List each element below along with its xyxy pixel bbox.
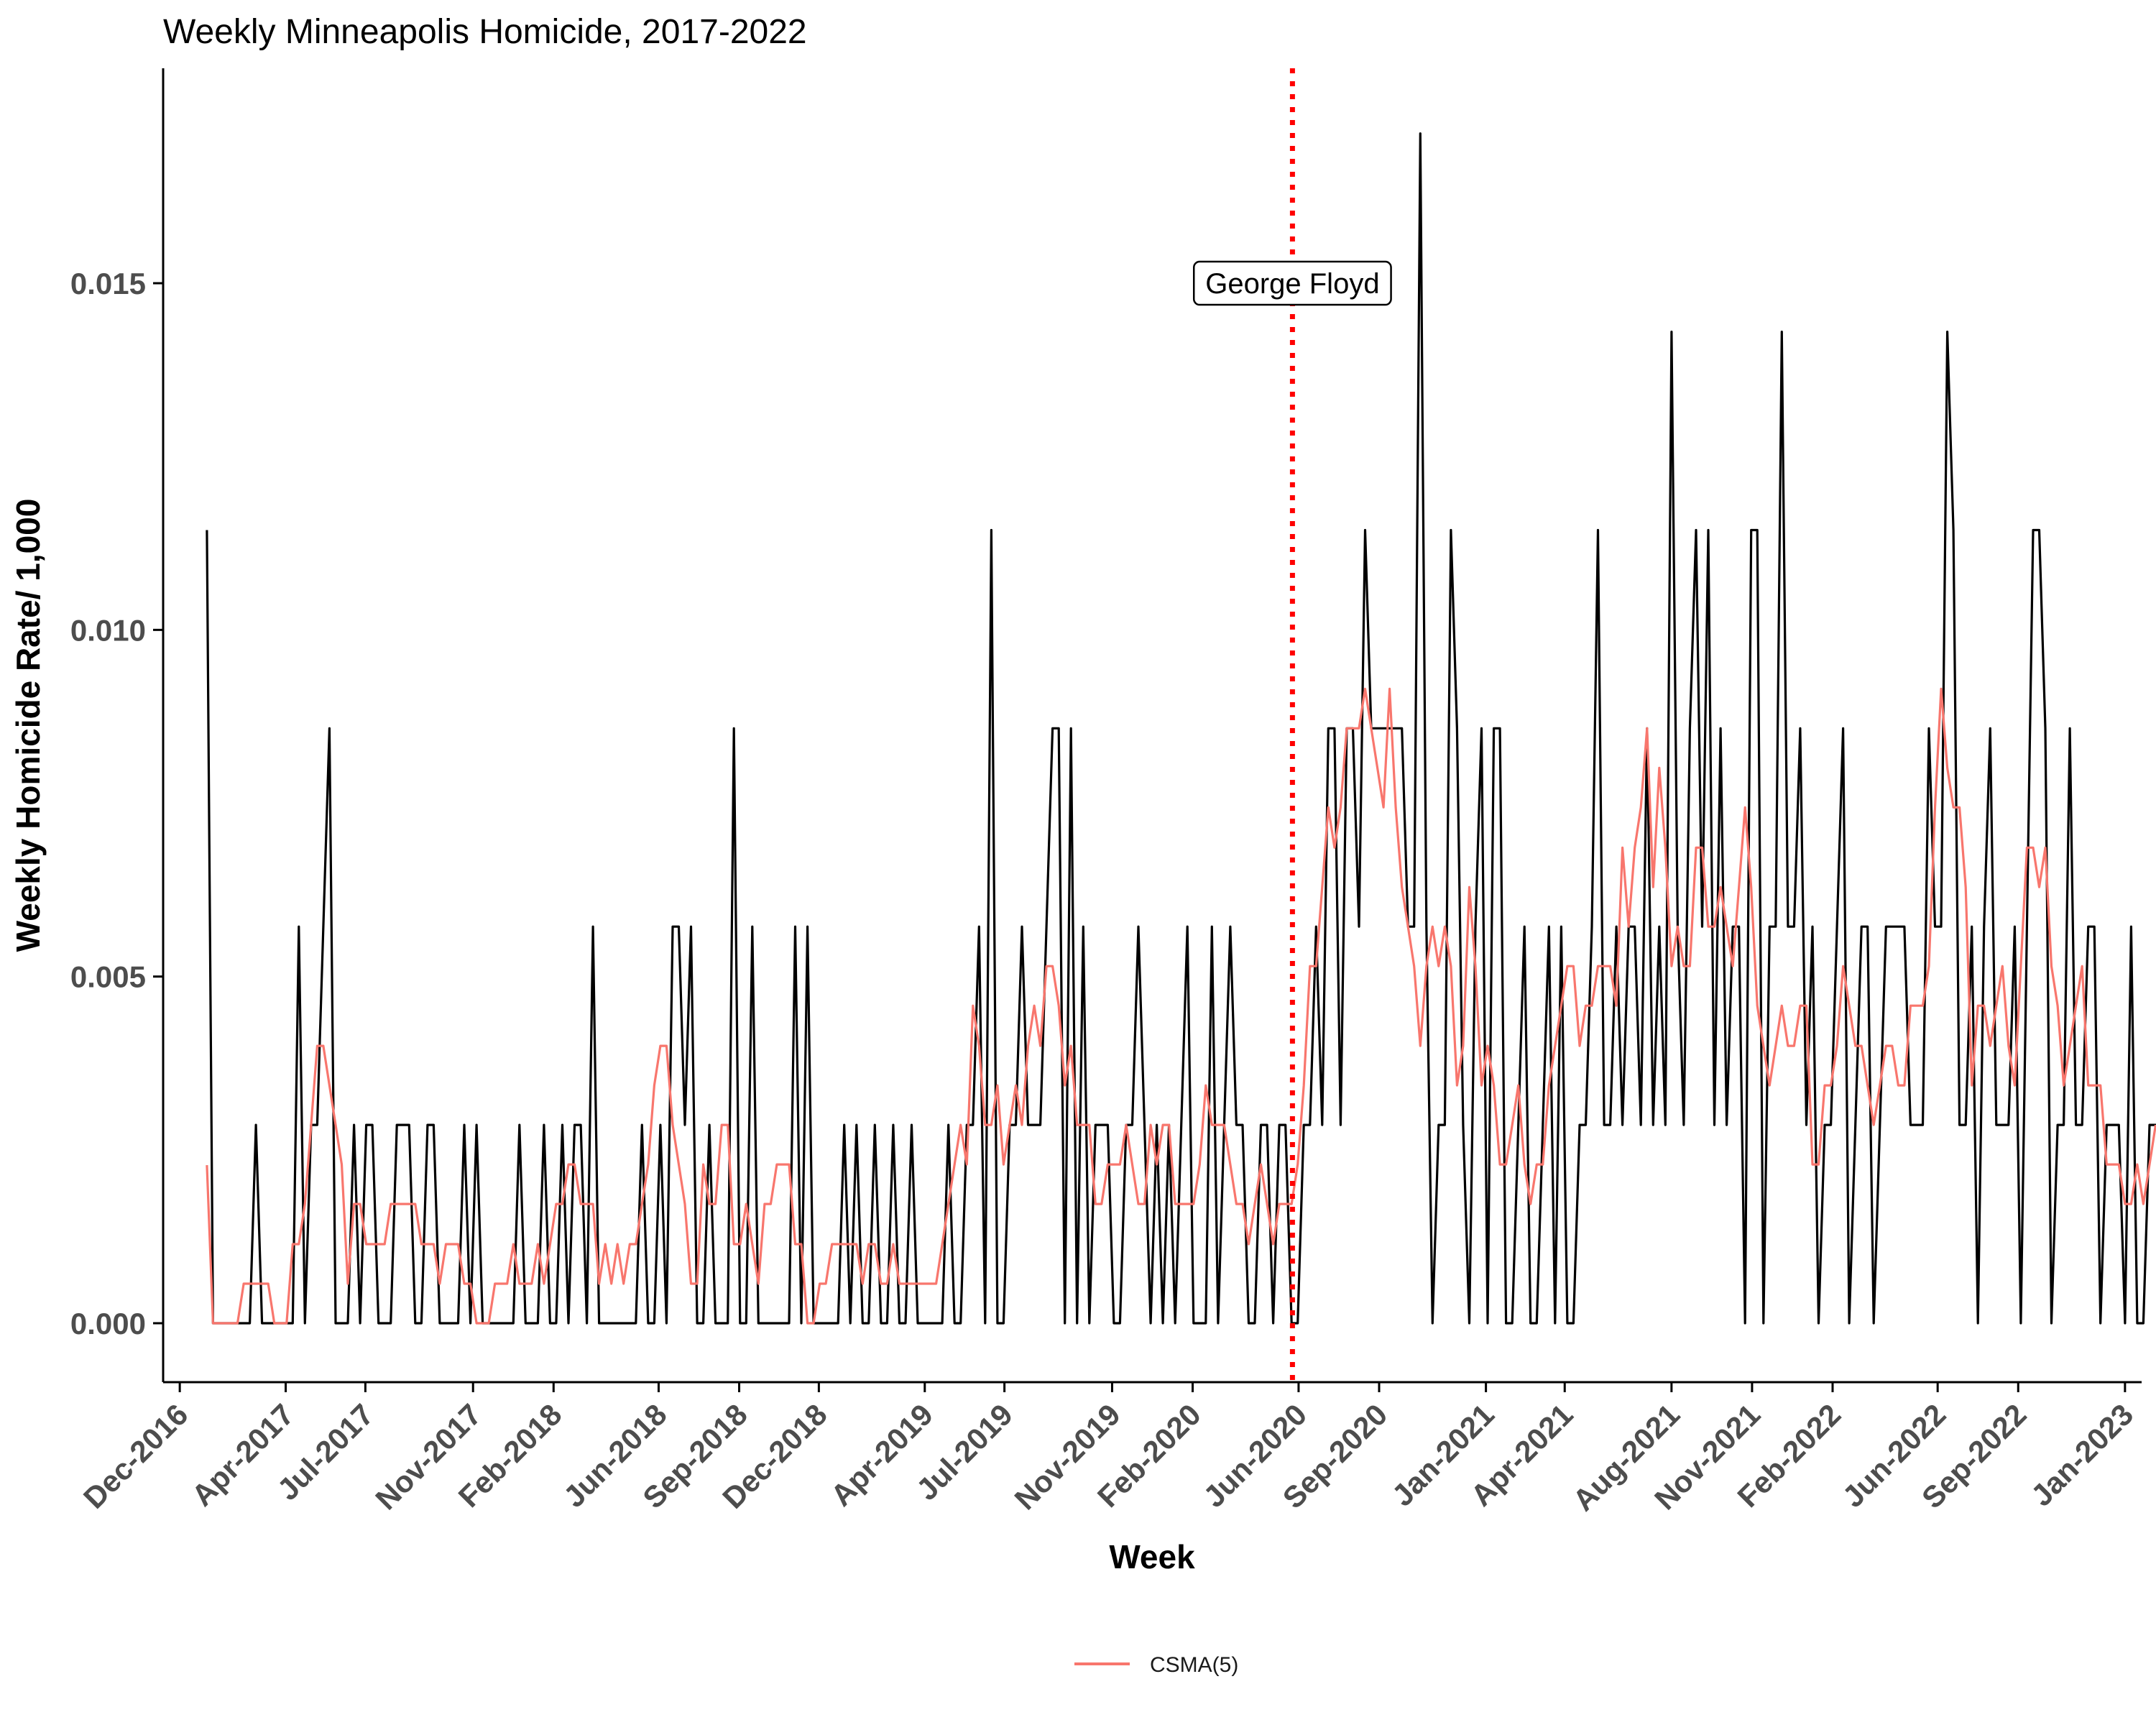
annotation-layer: George Floyd: [1192, 68, 1392, 1382]
annotation-label: George Floyd: [1192, 260, 1392, 306]
y-axis-title: Weekly Homicide Rate/ 1,000: [9, 499, 47, 952]
annotation-label-box: [1192, 260, 1392, 306]
legend-label-csma: CSMA(5): [1150, 1653, 1238, 1677]
chart-title: Weekly Minneapolis Homicide, 2017-2022: [163, 13, 807, 51]
y-tick-label: 0.000: [70, 1307, 146, 1340]
y-tick-label: 0.015: [70, 267, 146, 300]
y-axis-ticks: 0.000 0.005 0.010 0.015: [70, 267, 163, 1340]
legend: CSMA(5): [1074, 1653, 1238, 1677]
series-layer: [206, 132, 2156, 1325]
y-tick-label: 0.010: [70, 613, 146, 647]
series-line-csma: [206, 687, 2156, 1325]
y-tick-label: 0.005: [70, 960, 146, 994]
series-line-weekly-rate: [206, 132, 2156, 1325]
annotation-label-text: George Floyd: [1205, 268, 1379, 300]
x-axis-title: Week: [1109, 1538, 1195, 1576]
